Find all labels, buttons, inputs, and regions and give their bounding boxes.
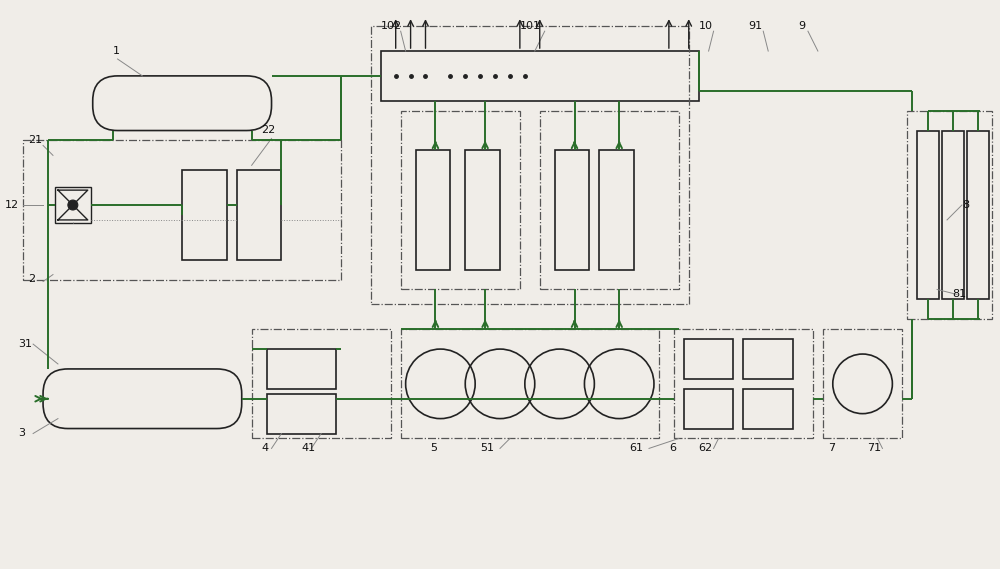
Bar [967, 130, 989, 299]
Text: 10: 10 [699, 21, 713, 31]
Bar [917, 130, 939, 299]
Text: 22: 22 [262, 126, 276, 135]
Text: 8: 8 [962, 200, 969, 210]
Bar [267, 349, 336, 389]
Text: 9: 9 [798, 21, 805, 31]
Bar [555, 150, 589, 270]
Bar [252, 329, 391, 439]
Text: 31: 31 [18, 339, 32, 349]
Bar [237, 170, 281, 259]
Bar [182, 170, 227, 259]
Text: 7: 7 [828, 443, 835, 453]
Text: 61: 61 [629, 443, 643, 453]
Bar [684, 339, 733, 379]
Bar [823, 329, 902, 439]
Bar [907, 110, 992, 319]
Text: 51: 51 [480, 443, 494, 453]
Text: 101: 101 [520, 21, 541, 31]
Text: 6: 6 [669, 443, 676, 453]
Bar [743, 389, 793, 428]
Bar [743, 339, 793, 379]
Text: 81: 81 [952, 290, 966, 299]
Bar [465, 150, 500, 270]
Text: 91: 91 [748, 21, 762, 31]
Bar [599, 150, 634, 270]
Text: 12: 12 [5, 200, 19, 210]
Text: 62: 62 [699, 443, 713, 453]
Text: 2: 2 [28, 274, 35, 284]
Bar [684, 389, 733, 428]
Bar [371, 26, 689, 304]
Text: 3: 3 [18, 428, 25, 439]
Bar [416, 150, 450, 270]
Bar [401, 110, 520, 290]
Bar [942, 130, 964, 299]
Bar [674, 329, 813, 439]
Text: 1: 1 [113, 46, 120, 56]
Text: 71: 71 [868, 443, 882, 453]
Circle shape [68, 200, 78, 210]
Text: 4: 4 [262, 443, 269, 453]
Bar [401, 329, 659, 439]
Bar [55, 187, 91, 223]
Bar [540, 110, 679, 290]
Text: 5: 5 [430, 443, 437, 453]
Text: 21: 21 [28, 135, 42, 146]
Bar [23, 141, 341, 279]
Bar [381, 51, 699, 101]
Text: 102: 102 [381, 21, 402, 31]
Bar [267, 394, 336, 434]
Text: 41: 41 [301, 443, 315, 453]
